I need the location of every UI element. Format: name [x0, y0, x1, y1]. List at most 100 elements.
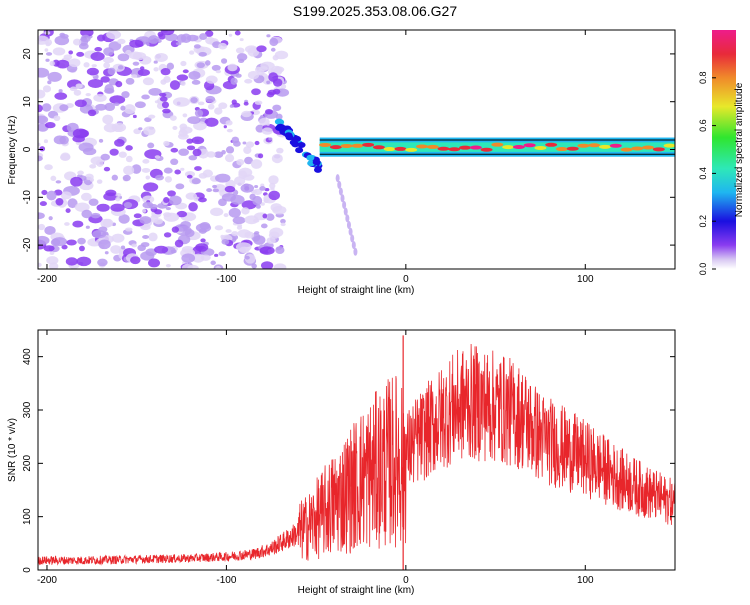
- noise-blob: [38, 212, 45, 220]
- noise-blob: [143, 182, 159, 192]
- noise-blob: [67, 198, 78, 209]
- onset-blob: [306, 154, 315, 161]
- noise-blob: [252, 195, 263, 206]
- tone-segment: [577, 143, 590, 148]
- tone-segment: [620, 147, 633, 152]
- noise-blob: [164, 176, 173, 183]
- spectrogram-y-tick-label: -20: [22, 237, 33, 252]
- noise-blob: [220, 58, 228, 64]
- noise-blob: [169, 115, 177, 121]
- onset-blob: [291, 141, 300, 148]
- noise-blob: [47, 71, 62, 82]
- noise-blob: [60, 33, 69, 39]
- noise-blob: [251, 88, 261, 96]
- noise-blob: [131, 74, 138, 79]
- noise-blob: [229, 104, 234, 108]
- snr-y-tick-label: 400: [22, 348, 33, 365]
- noise-blob: [167, 190, 176, 197]
- streak-blob: [343, 207, 348, 216]
- tone-segment: [394, 146, 407, 151]
- noise-blob: [206, 188, 213, 193]
- figure-title: S199.2025.353.08.06.G27: [293, 3, 457, 19]
- noise-blob: [52, 47, 66, 56]
- tone-segment: [415, 144, 428, 149]
- noise-blob: [153, 67, 159, 72]
- noise-blob: [123, 104, 136, 115]
- noise-blob: [81, 192, 92, 202]
- noise-blob: [181, 263, 193, 269]
- noise-blob: [170, 158, 179, 166]
- snr-x-tick-label: 0: [403, 575, 409, 586]
- noise-blob: [120, 105, 126, 111]
- noise-blob: [111, 174, 118, 181]
- noise-blob: [280, 222, 286, 227]
- noise-blob: [165, 263, 171, 268]
- noise-blob: [212, 188, 220, 193]
- tone-segment: [609, 143, 622, 148]
- noise-blob: [60, 191, 72, 200]
- noise-blob: [200, 238, 206, 243]
- tone-segment: [534, 145, 547, 150]
- noise-blob: [239, 38, 244, 42]
- onset-blob: [284, 132, 293, 139]
- noise-blob: [106, 30, 122, 40]
- noise-blob: [211, 64, 221, 72]
- noise-blob: [199, 222, 211, 230]
- noise-blob: [59, 135, 69, 145]
- noise-blob: [154, 245, 169, 254]
- noise-blob: [134, 101, 146, 109]
- spectrogram-heatmap: [38, 30, 675, 269]
- noise-blob: [72, 38, 82, 46]
- noise-blob: [256, 45, 267, 53]
- noise-blob: [266, 80, 271, 85]
- spectrogram-x-tick-label: 0: [403, 274, 409, 285]
- noise-blob: [109, 148, 119, 156]
- noise-blob: [273, 263, 287, 269]
- noise-blob: [205, 75, 218, 84]
- noise-blob: [228, 33, 233, 37]
- noise-blob: [171, 226, 179, 233]
- onset-blob: [312, 159, 321, 166]
- noise-blob: [115, 80, 123, 88]
- noise-blob: [231, 231, 239, 236]
- noise-blob: [50, 175, 57, 182]
- noise-blob: [234, 30, 241, 36]
- streak-blob: [337, 180, 342, 189]
- noise-blob: [269, 227, 284, 238]
- noise-blob: [182, 69, 189, 74]
- noise-blob: [86, 67, 99, 76]
- noise-blob: [117, 65, 124, 70]
- noise-blob: [133, 213, 142, 219]
- noise-blob: [54, 92, 68, 100]
- noise-blob: [159, 96, 168, 102]
- onset-blob: [313, 166, 322, 173]
- colorbar-gradient: [712, 30, 736, 269]
- noise-blob: [235, 73, 242, 78]
- snr-y-axis-label: SNR (10 * v/v): [7, 418, 18, 482]
- noise-blob: [154, 100, 160, 104]
- noise-blob: [154, 52, 168, 62]
- noise-blob: [230, 77, 238, 85]
- noise-blob: [100, 76, 110, 83]
- noise-blob: [225, 120, 233, 126]
- tone-segment: [437, 146, 450, 151]
- noise-blob: [190, 97, 198, 104]
- noise-blob: [38, 104, 43, 113]
- tone-segment: [545, 142, 558, 147]
- noise-blob: [145, 248, 157, 257]
- noise-blob: [186, 34, 199, 42]
- noise-blob: [265, 108, 273, 115]
- noise-blob: [58, 89, 63, 93]
- snr-panel: -200 -100 0 100 0 100 200 300 400 Height of stra…: [7, 329, 676, 596]
- noise-blob: [247, 47, 260, 57]
- tone-segment: [362, 142, 375, 147]
- noise-blob: [85, 93, 91, 97]
- streak-blob: [353, 247, 358, 256]
- noise-blob: [207, 103, 215, 110]
- noise-blob: [104, 83, 114, 94]
- tone-segment: [469, 145, 482, 150]
- noise-blob: [72, 128, 89, 139]
- noise-blob: [68, 58, 81, 68]
- noise-blob: [76, 51, 85, 57]
- noise-blob: [159, 92, 167, 97]
